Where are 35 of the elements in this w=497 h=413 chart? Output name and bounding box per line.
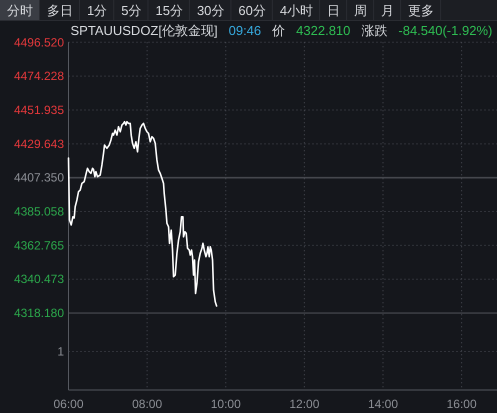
- y-tick-label: 4407.350: [14, 170, 64, 185]
- x-tick-label: 12:00: [289, 397, 320, 411]
- y-tick-label: 4385.058: [14, 204, 64, 219]
- y-tick-label: 4451.935: [14, 102, 64, 117]
- text: 1分: [87, 3, 108, 18]
- text: 周: [354, 3, 368, 18]
- text: 15分: [155, 3, 183, 18]
- text: 4小时: [280, 3, 314, 18]
- x-tick-label: 06:00: [53, 397, 84, 411]
- y-tick-label: 4474.228: [14, 69, 64, 84]
- text: 分时: [7, 3, 33, 18]
- text: 更多: [408, 3, 434, 18]
- y-tick-label: 4340.473: [14, 272, 64, 286]
- x-tick-label: 16:00: [446, 397, 477, 411]
- text: 多日: [47, 3, 73, 18]
- x-tick-label: 14:00: [368, 397, 398, 411]
- line-series: [68, 120, 218, 307]
- y-tick-label: 4429.643: [14, 136, 64, 151]
- text: 4322.810: [296, 23, 350, 38]
- chart-title: SPTAUUSDOZ[伦敦金现]: [70, 23, 218, 38]
- text: 60分: [238, 3, 266, 18]
- x-tick-label: 10:00: [210, 397, 242, 411]
- text: -84.540(-1.92%): [398, 23, 492, 38]
- y-tick-label: 4318.180: [14, 306, 64, 320]
- text: 1: [57, 344, 64, 359]
- chart-subtitle: 09:46: [228, 23, 262, 38]
- x-tick-label: 08:00: [132, 397, 162, 411]
- text: 月: [381, 3, 394, 18]
- text: 30分: [196, 3, 224, 18]
- text: 5分: [121, 3, 142, 18]
- text: 涨跌: [361, 23, 388, 38]
- text: 日: [327, 3, 340, 18]
- y-tick-label: 4496.520: [14, 35, 64, 50]
- text: 价: [271, 23, 286, 38]
- y-tick-label: 4362.765: [14, 238, 64, 252]
